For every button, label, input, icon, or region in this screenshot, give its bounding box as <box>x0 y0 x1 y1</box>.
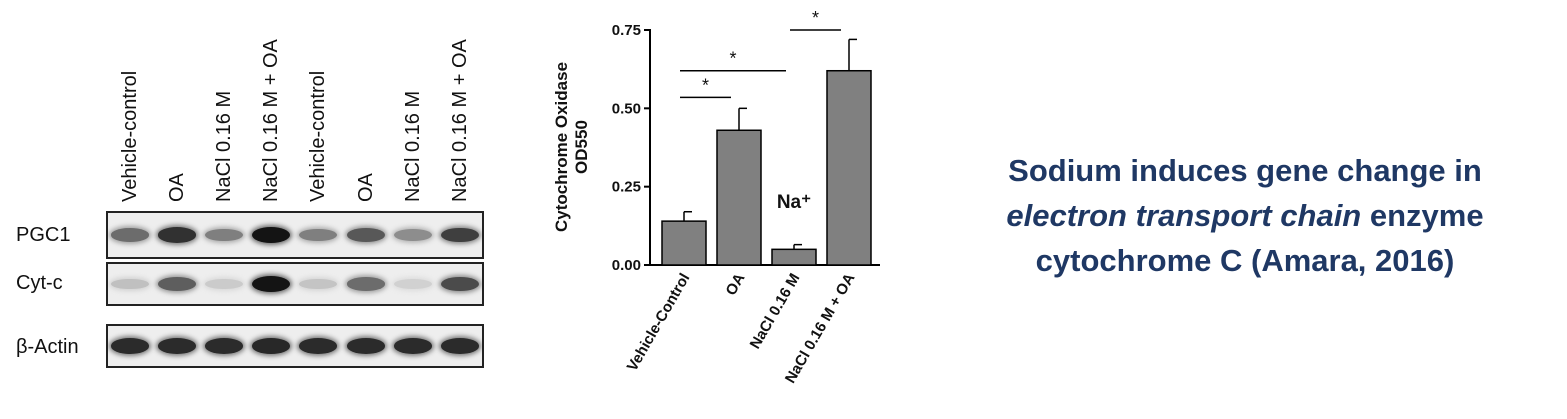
blot-band <box>299 338 338 354</box>
blot-band <box>111 228 149 242</box>
blot-strip <box>106 262 484 306</box>
y-tick-label: 0.50 <box>612 100 641 117</box>
blot-band <box>111 278 149 290</box>
significance-star: * <box>729 49 736 69</box>
blot-band <box>158 277 197 291</box>
blot-row-label: β-Actin <box>16 336 79 358</box>
y-tick-label: 0.00 <box>612 257 641 274</box>
lane-label: NaCl 0.16 M + OA <box>260 39 283 202</box>
x-tick-label: OA <box>722 270 748 298</box>
blot-band <box>158 338 197 354</box>
blot-band <box>252 227 291 243</box>
blot-band <box>205 278 244 290</box>
bar <box>716 129 762 266</box>
blot-band <box>393 338 432 354</box>
western-blot-panel: Vehicle-control OA NaCl 0.16 M NaCl 0.16 M … <box>0 0 500 419</box>
blot-band <box>346 277 385 291</box>
blot-band <box>346 228 385 242</box>
significance-star: * <box>702 75 709 95</box>
bar <box>826 69 872 266</box>
lane-label: OA <box>166 173 189 202</box>
caption: Sodium induces gene change in electron t… <box>945 148 1545 283</box>
blot-row-label: Cyt-c <box>16 272 63 294</box>
blot-band <box>205 228 244 242</box>
lane-label: NaCl 0.16 M <box>213 90 236 202</box>
blot-band <box>252 338 291 354</box>
blot-band <box>299 278 338 290</box>
x-tick-label: NaCl 0.16 M <box>747 271 804 352</box>
blot-band <box>205 338 244 354</box>
caption-line-2-italic: electron transport chain <box>1006 198 1362 233</box>
blot-band <box>393 278 432 290</box>
lane-label: Vehicle-control <box>307 70 330 202</box>
significance-star: * <box>812 8 819 28</box>
blot-band <box>440 227 479 243</box>
blot-band <box>440 338 479 354</box>
lane-label: NaCl 0.16 M + OA <box>448 39 471 202</box>
blot-band <box>111 338 149 354</box>
y-axis-title-line-2: OD550 <box>572 120 591 174</box>
blot-band <box>440 276 479 292</box>
x-tick-label: Vehicle-Control <box>624 271 694 375</box>
caption-line-2-rest: enzyme <box>1361 198 1484 233</box>
blot-row-label: PGC1 <box>16 224 71 246</box>
na-annotation: Na⁺ <box>777 192 811 213</box>
y-axis-title-line-1: Cytochrome Oxidase <box>552 62 571 232</box>
bar <box>771 248 817 266</box>
blot-band <box>252 276 291 292</box>
blot-band <box>346 338 385 354</box>
caption-line-3: cytochrome C (Amara, 2016) <box>1035 243 1455 278</box>
y-tick-label: 0.25 <box>612 179 641 196</box>
blot-band <box>393 228 432 242</box>
lane-label: Vehicle-control <box>119 70 141 202</box>
y-tick-label: 0.75 <box>612 22 641 39</box>
lane-label: NaCl 0.16 M <box>401 90 424 202</box>
blot-strip <box>106 211 484 259</box>
bar <box>661 220 707 266</box>
caption-line-2: electron transport chain enzyme <box>945 193 1545 238</box>
cytochrome-oxidase-bar-chart: 0.00 0.25 0.50 0.75 Cytochrome Oxidase OD550 V… <box>552 8 880 386</box>
blot-band <box>158 227 197 243</box>
caption-line-1: Sodium induces gene change in <box>1008 153 1482 188</box>
blot-strip <box>106 324 484 368</box>
lane-label: OA <box>354 173 377 202</box>
blot-band <box>299 228 338 242</box>
